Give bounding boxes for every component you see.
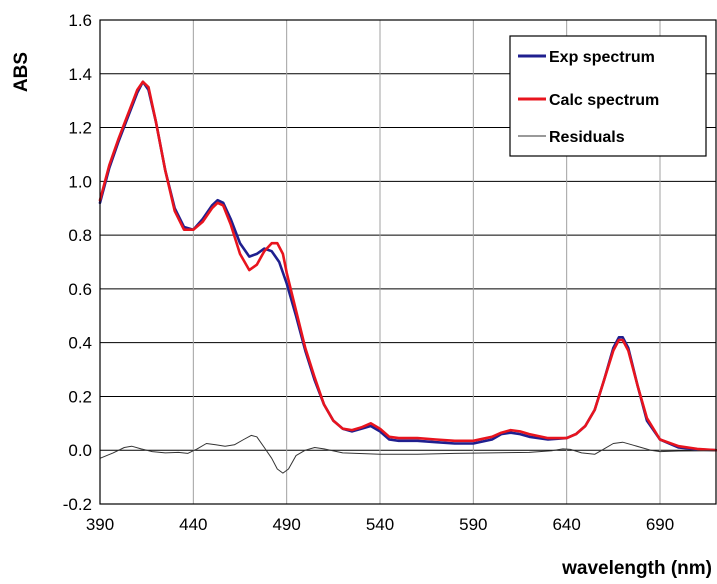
y-tick-label: 0.4: [68, 334, 92, 353]
series-layer: [98, 80, 717, 474]
plot-area-frame: [99, 19, 717, 505]
x-tick-label: 490: [272, 515, 300, 534]
y-tick-label: 1.4: [68, 65, 92, 84]
legend-label-exp: Exp spectrum: [549, 49, 655, 66]
legend-label-calc: Calc spectrum: [549, 92, 659, 109]
y-tick-label: 0.6: [68, 280, 92, 299]
tick-labels: -0.2 0.0 0.2 0.4 0.6 0.8 1.0 1.2 1.4 1.6 390 440 490…: [63, 11, 674, 534]
legend: Exp spectrum Calc spectrum Residuals: [509, 35, 707, 157]
y-tick-label: -0.2: [63, 495, 92, 514]
y-tick-label: 1.2: [68, 119, 92, 138]
x-tick-label: 390: [86, 515, 114, 534]
series-line-residuals: [99, 434, 717, 474]
x-tick-label: 690: [646, 515, 674, 534]
y-tick-label: 0.0: [68, 441, 92, 460]
series-line-calc: [98, 80, 717, 452]
x-tick-label: 440: [179, 515, 207, 534]
y-tick-label: 1.0: [68, 172, 92, 191]
y-tick-label: 1.6: [68, 11, 92, 30]
y-tick-label: 0.8: [68, 226, 92, 245]
y-tick-label: 0.2: [68, 387, 92, 406]
x-axis-title: wavelength (nm): [561, 558, 712, 579]
x-tick-label: 540: [366, 515, 394, 534]
x-tick-label: 590: [459, 515, 487, 534]
y-axis-title: ABS: [11, 52, 32, 92]
x-tick-label: 640: [552, 515, 580, 534]
legend-label-residuals: Residuals: [549, 129, 625, 146]
